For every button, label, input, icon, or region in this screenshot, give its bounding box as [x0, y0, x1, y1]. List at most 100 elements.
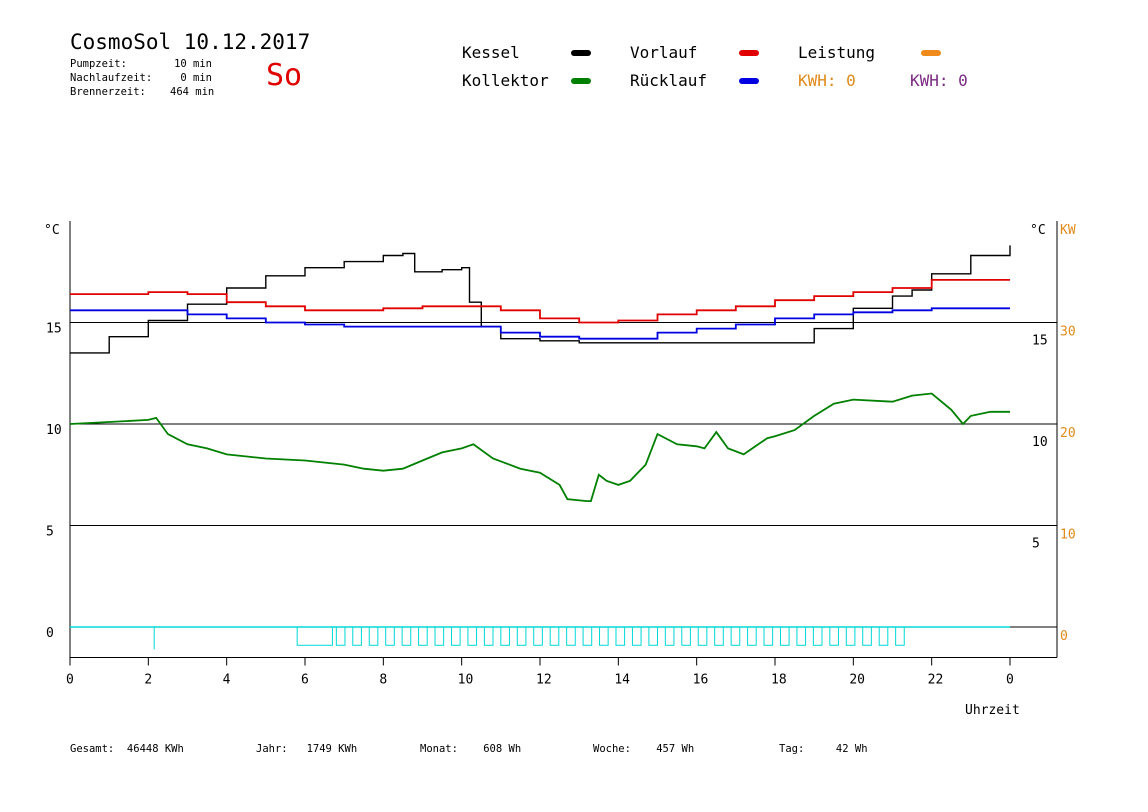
left-axis-unit: °C	[44, 223, 60, 238]
series-leistung-pulse	[631, 626, 642, 646]
runtime-info: Pumpzeit: 10 min Nachlaufzeit: 0 min Brenn…	[70, 57, 214, 99]
series-leistung-pulse	[747, 626, 757, 646]
legend-vorlauf-swatch	[739, 50, 759, 56]
x-tick-label: 12	[536, 672, 552, 687]
series-leistung-pulse	[385, 626, 395, 646]
y-tick-label-right-power: 10	[1060, 528, 1076, 543]
series-leistung-pulse	[296, 626, 333, 646]
x-tick-label: 18	[771, 672, 787, 687]
series-leistung-pulse	[615, 626, 626, 646]
series-ruecklauf	[70, 307, 1010, 340]
y-tick-label-right-temp: 5	[1032, 537, 1040, 552]
series-leistung-pulse	[566, 626, 576, 646]
series-leistung-pulse	[467, 626, 478, 646]
y-tick-label-right-power: 20	[1060, 426, 1076, 441]
y-tick-label-left: 5	[46, 525, 54, 540]
legend-kessel: Kessel	[462, 43, 520, 62]
info-value: 10 min	[174, 58, 212, 70]
legend-leistung: Leistung	[798, 43, 876, 62]
series-leistung-pulse	[829, 626, 839, 646]
kwh-label: KWH:	[910, 71, 949, 90]
series-leistung-pulse	[697, 626, 708, 646]
x-tick-label: 0	[66, 672, 74, 687]
series-leistung-pulse	[845, 626, 856, 646]
footer-woche: Woche: 457 Wh	[593, 743, 694, 755]
legend-kollektor: Kollektor	[462, 71, 549, 90]
series-leistung-pulse	[648, 626, 659, 646]
series-leistung-pulse	[418, 626, 428, 646]
series-leistung-pulse	[549, 626, 560, 646]
kwh-value: 0	[958, 71, 968, 90]
series-kollektor	[69, 392, 1010, 502]
series-leistung-pulse	[763, 626, 774, 646]
legend-leistung-swatch	[921, 50, 941, 56]
x-tick-label: 0	[1006, 672, 1014, 687]
series-vorlauf	[70, 279, 1010, 324]
y-tick-label-left: 15	[46, 322, 62, 337]
kwh-value: 0	[846, 71, 856, 90]
weekday-label: So	[266, 58, 303, 93]
x-axis-label: Uhrzeit	[965, 703, 1020, 718]
info-label: Brennerzeit:	[70, 86, 146, 98]
footer-value: 608 Wh	[483, 743, 522, 755]
x-tick-label: 16	[693, 672, 709, 687]
y-tick-label-right-temp: 15	[1032, 334, 1048, 349]
footer-gesamt: Gesamt: 46448 KWh	[70, 743, 184, 755]
x-tick-label: 10	[458, 672, 474, 687]
y-tick-label-right-temp: 10	[1032, 435, 1048, 450]
series-leistung-pulse	[599, 626, 609, 646]
series-leistung-pulse	[681, 626, 691, 646]
legend-ruecklauf-swatch	[739, 78, 759, 84]
info-row: Pumpzeit: 10 min	[70, 57, 212, 71]
series-leistung-pulse	[730, 626, 741, 646]
series-leistung-pulse	[862, 626, 872, 646]
x-tick-label: 14	[614, 672, 630, 687]
info-label: Pumpzeit:	[70, 58, 127, 70]
legend-ruecklauf: Rücklauf	[630, 71, 708, 90]
footer-label: Jahr:	[256, 743, 288, 755]
legend-kollektor-swatch	[571, 78, 591, 84]
series-leistung-pulse	[796, 626, 807, 646]
footer-value: 1749 KWh	[306, 743, 358, 755]
y-tick-label-left: 0	[46, 626, 54, 641]
series-leistung-pulse	[895, 626, 905, 646]
series-leistung-pulse	[582, 626, 593, 646]
x-tick-label: 8	[379, 672, 387, 687]
series-leistung-pulse	[450, 626, 461, 646]
info-label: Nachlaufzeit:	[70, 72, 153, 84]
series-leistung-pulse	[516, 626, 527, 646]
series-leistung-pulse	[500, 626, 510, 646]
footer-value: 457 Wh	[656, 743, 695, 755]
series-leistung-pulse	[878, 626, 889, 646]
x-tick-label: 6	[301, 672, 309, 687]
footer-tag: Tag: 42 Wh	[779, 743, 868, 755]
legend-kessel-swatch	[571, 50, 591, 56]
x-tick-label: 4	[223, 672, 231, 687]
kwh-label: KWH:	[798, 71, 837, 90]
series-leistung-pulse	[352, 626, 362, 646]
series-leistung-pulse	[368, 626, 379, 646]
kwh-readout-1: KWH: 0	[798, 71, 856, 90]
x-tick-label: 2	[144, 672, 152, 687]
right-axis-unit-power: KW	[1060, 223, 1076, 238]
series-leistung-pulse	[779, 626, 790, 646]
series-leistung-pulse	[533, 626, 543, 646]
footer-label: Gesamt:	[70, 743, 115, 755]
footer-value: 42 Wh	[835, 743, 868, 755]
y-tick-label-right-power: 30	[1060, 325, 1076, 340]
x-tick-label: 20	[849, 672, 865, 687]
series-leistung-pulse	[812, 626, 823, 646]
page-title: CosmoSol 10.12.2017	[70, 30, 311, 54]
series-kessel	[70, 245, 1011, 354]
series-leistung-pulse	[335, 626, 346, 646]
info-value: 0 min	[180, 72, 212, 84]
kwh-readout-2: KWH: 0	[910, 71, 968, 90]
x-tick-label: 22	[928, 672, 944, 687]
footer-label: Monat:	[420, 743, 458, 755]
footer-monat: Monat: 608 Wh	[420, 743, 521, 755]
legend-vorlauf: Vorlauf	[630, 43, 698, 62]
info-row: Brennerzeit: 464 min	[70, 85, 214, 99]
footer-label: Woche:	[593, 743, 631, 755]
y-tick-label-left: 10	[46, 423, 62, 438]
